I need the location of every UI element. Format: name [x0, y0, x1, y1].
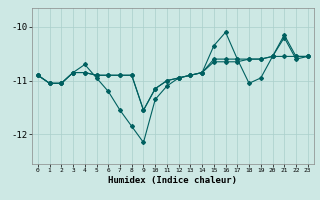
X-axis label: Humidex (Indice chaleur): Humidex (Indice chaleur) [108, 176, 237, 185]
